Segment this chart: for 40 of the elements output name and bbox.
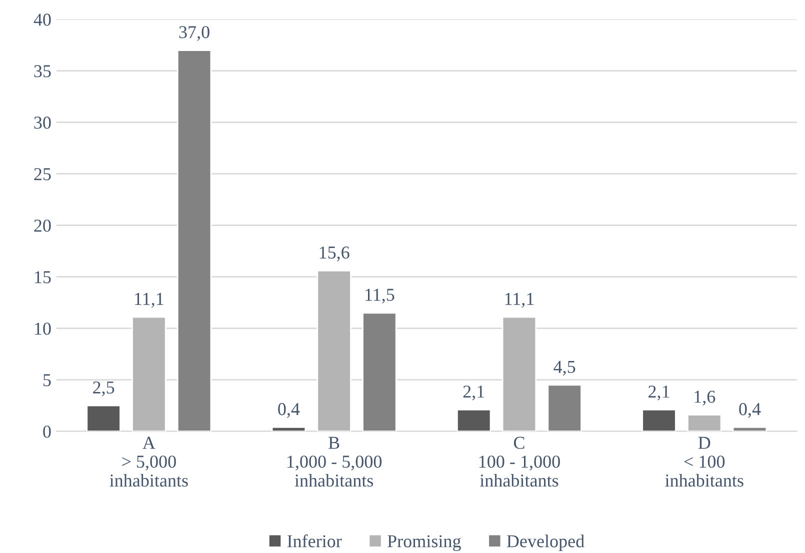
x-tick-label: D < 100 inhabitants — [665, 436, 744, 487]
y-tick-label: 40 — [34, 14, 51, 26]
bar — [132, 316, 166, 432]
y-tick-label: 15 — [35, 271, 51, 284]
legend-label: Developed — [506, 534, 584, 551]
data-label: 1,6 — [694, 390, 716, 406]
data-label: 2,5 — [93, 381, 114, 396]
bar — [362, 312, 397, 432]
x-tick-label: B 1,000 - 5,000 inhabitants — [288, 436, 382, 487]
bar — [687, 414, 722, 432]
data-label: 0,4 — [278, 403, 300, 418]
data-label: 0,4 — [739, 403, 761, 418]
bar — [271, 426, 306, 432]
bar — [316, 270, 352, 432]
bar — [732, 426, 768, 432]
legend-label: Promising — [388, 535, 461, 552]
bar — [642, 409, 676, 432]
y-tick-label: 10 — [35, 322, 51, 335]
bar — [176, 50, 212, 432]
x-tick-label: A > 5,000 inhabitants — [110, 436, 188, 487]
data-label: 15,6 — [320, 246, 350, 262]
bar — [547, 384, 582, 432]
bar — [502, 316, 537, 432]
data-label: 2,1 — [463, 386, 484, 400]
y-tick-label: 20 — [34, 220, 51, 232]
legend-label: Inferior — [287, 534, 342, 548]
y-tick-label: 35 — [34, 65, 51, 78]
data-label: 2,1 — [648, 386, 670, 400]
data-label: 37,0 — [179, 26, 210, 41]
y-tick-label: 0 — [43, 426, 51, 438]
x-tick-label: C 100 - 1,000 inhabitants — [479, 436, 560, 487]
y-tick-label: 5 — [44, 374, 51, 386]
data-label: 11,1 — [505, 292, 534, 308]
data-label: 4,5 — [554, 360, 576, 376]
bar — [86, 404, 121, 432]
y-tick-label: 30 — [34, 116, 51, 129]
bar — [456, 409, 492, 432]
data-label: 11,5 — [366, 288, 394, 304]
y-tick-label: 25 — [34, 168, 51, 180]
data-label: 11,1 — [135, 292, 164, 308]
